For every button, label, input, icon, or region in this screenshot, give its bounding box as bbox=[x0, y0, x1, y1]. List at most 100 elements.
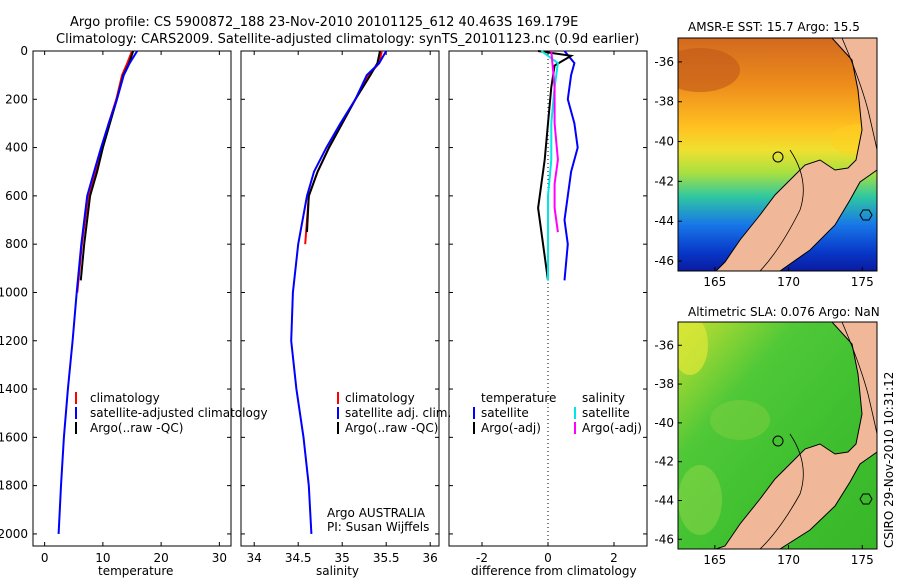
bathymetry-contour bbox=[759, 149, 804, 271]
nz-landmass bbox=[715, 38, 877, 271]
salinity-legend: climatology satellite adj. clim. Argo(..… bbox=[337, 391, 451, 435]
series-line-argo bbox=[79, 50, 135, 281]
y-tick-label: 600 bbox=[5, 189, 28, 203]
map-y-tick-label: -38 bbox=[654, 95, 674, 109]
map-y-tick-label: -46 bbox=[654, 254, 674, 268]
temperature-y-ticks: 0 10 20 30 0 200 400 600 800 1000 1200 1400 1600 1800… bbox=[0, 44, 231, 565]
x-tick-label: 35 bbox=[335, 551, 350, 565]
salinity-legend-climatology: climatology bbox=[345, 391, 415, 405]
y-tick-label: 1000 bbox=[0, 285, 28, 299]
temperature-panel: 0 10 20 30 0 200 400 600 800 1000 1200 1400 1600 1800… bbox=[0, 44, 268, 578]
difference-x-label: difference from climatology bbox=[471, 564, 637, 578]
difference-legend-sal-argo: Argo(-adj) bbox=[582, 421, 642, 435]
difference-legend-temp-satellite: satellite bbox=[481, 406, 529, 420]
series-line-temperature-satellite bbox=[563, 50, 579, 281]
map-y-tick-label: -44 bbox=[654, 493, 674, 507]
series-line-satellite-adjusted-climatology bbox=[57, 50, 139, 534]
map-y-tick-label: -36 bbox=[654, 338, 674, 352]
y-tick-label: 2000 bbox=[0, 527, 28, 541]
series-line-salinity-satellite bbox=[540, 50, 559, 281]
salinity-axes-frame bbox=[240, 50, 440, 547]
series-line-salinity-argo-adj bbox=[550, 50, 559, 233]
map-x-tick-label: 170 bbox=[777, 275, 800, 289]
difference-legend-temp-argo: Argo(-adj) bbox=[481, 421, 541, 435]
salinity-legend-satellite: satellite adj. clim. bbox=[345, 406, 451, 420]
nz-landmass bbox=[715, 322, 877, 549]
sla-map-ticks: 165 170 175 -36 -38 -40 -42 -44 -46 bbox=[654, 338, 873, 567]
sla-high-patch bbox=[678, 322, 708, 375]
x-tick-label: 10 bbox=[95, 551, 110, 565]
difference-legend: temperature satellite Argo(-adj) salinit… bbox=[473, 391, 642, 435]
y-tick-label: 400 bbox=[5, 141, 28, 155]
map-x-tick-label: 175 bbox=[851, 275, 874, 289]
temperature-series bbox=[57, 50, 139, 534]
sla-map-panel: Altimetric SLA: 0.076 Argo: NaN 165 170 17… bbox=[654, 305, 879, 567]
temperature-legend: climatology satellite-adjusted climatolo… bbox=[75, 391, 268, 435]
y-tick-label: 0 bbox=[20, 44, 28, 58]
map-y-tick-label: -44 bbox=[654, 214, 674, 228]
y-tick-label: 800 bbox=[5, 237, 28, 251]
sst-map-ticks: 165 170 175 -36 -38 -40 -42 -44 -46 bbox=[654, 55, 873, 289]
x-tick-label: 0 bbox=[544, 551, 552, 565]
sst-map-panel: AMSR-E SST: 15.7 Argo: 15.5 165 170 175 -36… bbox=[654, 20, 878, 289]
difference-panel: -2 0 2 difference from climatology tempera… bbox=[448, 50, 648, 578]
sla-map-frame bbox=[677, 321, 878, 550]
series-line-satellite-adj-clim bbox=[290, 50, 388, 534]
series-line-climatology bbox=[304, 50, 383, 245]
sst-map-title: AMSR-E SST: 15.7 Argo: 15.5 bbox=[688, 20, 860, 34]
temperature-legend-climatology: climatology bbox=[90, 391, 160, 405]
sla-map-title: Altimetric SLA: 0.076 Argo: NaN bbox=[688, 305, 880, 319]
x-tick-label: 0 bbox=[41, 551, 49, 565]
difference-ticks: -2 0 2 bbox=[449, 50, 647, 565]
y-tick-label: 1600 bbox=[0, 430, 28, 444]
map-y-tick-label: -46 bbox=[654, 532, 674, 546]
salinity-legend-argo: Argo(..raw -QC) bbox=[345, 421, 438, 435]
map-x-tick-label: 175 bbox=[851, 553, 874, 567]
y-tick-label: 1800 bbox=[0, 479, 28, 493]
salinity-panel: 34 34.5 35 35.5 36 salinity climatology sate… bbox=[240, 50, 451, 578]
header-line-1: Argo profile: CS 5900872_188 23-Nov-2010… bbox=[70, 15, 578, 30]
map-y-tick-label: -40 bbox=[654, 416, 674, 430]
x-tick-label: 20 bbox=[153, 551, 168, 565]
x-tick-label: 34 bbox=[247, 551, 262, 565]
sla-patch bbox=[678, 465, 722, 535]
x-tick-label: 36 bbox=[423, 551, 438, 565]
sst-warm-patch bbox=[678, 48, 740, 92]
header-line-2: Climatology: CARS2009. Satellite-adjuste… bbox=[56, 32, 639, 47]
bathymetry-contour bbox=[759, 433, 804, 549]
hexagon-marker bbox=[859, 493, 873, 505]
y-tick-label: 200 bbox=[5, 92, 28, 106]
temperature-legend-satellite: satellite-adjusted climatology bbox=[90, 406, 268, 420]
series-line-argo bbox=[306, 50, 381, 233]
csiro-timestamp: CSIRO 29-Nov-2010 10:31:12 bbox=[882, 372, 896, 548]
x-tick-label: 2 bbox=[610, 551, 618, 565]
y-tick-label: 1200 bbox=[0, 334, 28, 348]
x-tick-label: -2 bbox=[476, 551, 488, 565]
map-y-tick-label: -40 bbox=[654, 135, 674, 149]
hexagon-marker bbox=[859, 209, 873, 221]
argo-program-label: Argo AUSTRALIA bbox=[327, 506, 426, 520]
sla-patch bbox=[710, 400, 770, 440]
salinity-x-label: salinity bbox=[316, 564, 359, 578]
map-x-tick-label: 165 bbox=[703, 553, 726, 567]
map-y-tick-label: -42 bbox=[654, 174, 674, 188]
x-tick-label: 34.5 bbox=[285, 551, 312, 565]
salinity-ticks: 34 34.5 35 35.5 36 bbox=[241, 50, 439, 565]
map-y-tick-label: -36 bbox=[654, 55, 674, 69]
difference-legend-salinity-title: salinity bbox=[582, 391, 625, 405]
bathymetry-contour bbox=[841, 322, 877, 435]
x-tick-label: 30 bbox=[212, 551, 227, 565]
temperature-legend-argo: Argo(..raw -QC) bbox=[90, 421, 183, 435]
argo-float-marker bbox=[772, 435, 784, 447]
map-x-tick-label: 165 bbox=[703, 275, 726, 289]
bathymetry-contour bbox=[841, 38, 877, 151]
argo-float-marker bbox=[772, 151, 784, 163]
temperature-x-label: temperature bbox=[98, 564, 173, 578]
map-x-tick-label: 170 bbox=[777, 553, 800, 567]
map-y-tick-label: -38 bbox=[654, 377, 674, 391]
sst-map-frame bbox=[677, 37, 878, 272]
map-y-tick-label: -42 bbox=[654, 455, 674, 469]
y-tick-label: 1400 bbox=[0, 382, 28, 396]
series-line-temperature-argo-adj bbox=[537, 50, 575, 281]
